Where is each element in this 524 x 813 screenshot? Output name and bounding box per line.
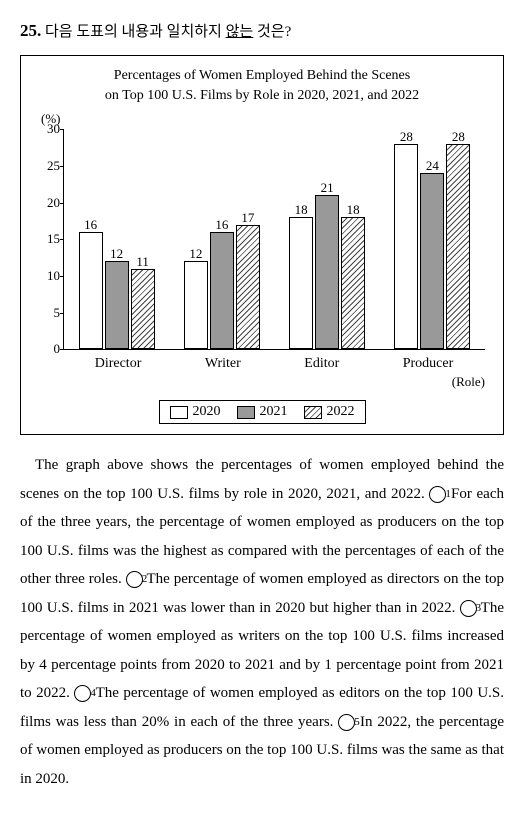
bar: 12 [184, 261, 208, 349]
bar-value-label: 18 [295, 202, 308, 218]
choice-marker: 1 [429, 486, 446, 503]
legend-item-2022: 2022 [304, 404, 355, 420]
y-tick [60, 349, 64, 350]
y-tick-label: 15 [38, 231, 60, 247]
bar: 11 [131, 269, 155, 350]
choice-marker: 3 [460, 600, 477, 617]
prompt-suffix: 것은? [253, 24, 291, 40]
bar-group: 161211 [79, 129, 155, 349]
choice-marker: 2 [126, 571, 143, 588]
y-tick [60, 313, 64, 314]
plot-area: 161211121617182118282428 051015202530 [63, 129, 485, 350]
swatch-2021 [237, 406, 255, 419]
x-category-label: Writer [205, 356, 241, 372]
legend-item-2021: 2021 [237, 404, 288, 420]
bar-value-label: 16 [84, 217, 97, 233]
bar: 18 [341, 217, 365, 349]
question-number: 25. [20, 21, 41, 40]
legend-item-2020: 2020 [170, 404, 221, 420]
bar-value-label: 16 [215, 217, 228, 233]
swatch-2020 [170, 406, 188, 419]
prompt-underline: 않는 [226, 24, 254, 40]
bar-value-label: 12 [189, 246, 202, 262]
chart-title: Percentages of Women Employed Behind the… [35, 66, 489, 105]
choice-marker: 5 [338, 714, 355, 731]
bar-value-label: 18 [347, 202, 360, 218]
bar: 17 [236, 225, 260, 350]
bar: 24 [420, 173, 444, 349]
question-header: 25. 다음 도표의 내용과 일치하지 않는 것은? [20, 20, 504, 41]
bar-groups: 161211121617182118282428 [64, 129, 485, 349]
y-tick [60, 129, 64, 130]
y-axis-unit: (%) [41, 111, 489, 127]
bar-value-label: 17 [241, 210, 254, 226]
y-tick-label: 5 [38, 305, 60, 321]
bar: 18 [289, 217, 313, 349]
chart-title-line2: on Top 100 U.S. Films by Role in 2020, 2… [105, 88, 419, 103]
bar: 16 [79, 232, 103, 349]
bar: 28 [394, 144, 418, 349]
chart-title-line1: Percentages of Women Employed Behind the… [114, 68, 410, 83]
y-tick-label: 25 [38, 158, 60, 174]
passage: The graph above shows the percentages of… [20, 451, 504, 793]
bar-value-label: 24 [426, 158, 439, 174]
legend: 2020 2021 2022 [159, 400, 366, 424]
y-tick [60, 166, 64, 167]
bar-value-label: 12 [110, 246, 123, 262]
y-tick-label: 0 [38, 341, 60, 357]
bar-group: 182118 [289, 129, 365, 349]
choice-marker: 4 [74, 685, 91, 702]
bar: 12 [105, 261, 129, 349]
bar-value-label: 28 [452, 129, 465, 145]
x-categories: Director Writer Editor Producer [63, 350, 485, 372]
swatch-2022 [304, 406, 322, 419]
bar: 21 [315, 195, 339, 349]
bar-group: 282428 [394, 129, 470, 349]
legend-label-2020: 2020 [193, 404, 221, 420]
bar-value-label: 28 [400, 129, 413, 145]
y-tick-label: 10 [38, 268, 60, 284]
chart-container: Percentages of Women Employed Behind the… [20, 55, 504, 435]
y-tick-label: 30 [38, 121, 60, 137]
y-tick [60, 239, 64, 240]
y-tick-label: 20 [38, 195, 60, 211]
x-category-label: Editor [304, 356, 339, 372]
prompt-prefix: 다음 도표의 내용과 일치하지 [45, 24, 226, 40]
bar-group: 121617 [184, 129, 260, 349]
legend-label-2021: 2021 [260, 404, 288, 420]
bar: 28 [446, 144, 470, 349]
bar-value-label: 21 [321, 180, 334, 196]
x-category-label: Producer [403, 356, 454, 372]
y-tick [60, 203, 64, 204]
bar-value-label: 11 [136, 254, 149, 270]
bar: 16 [210, 232, 234, 349]
y-tick [60, 276, 64, 277]
legend-label-2022: 2022 [327, 404, 355, 420]
x-axis-label: (Role) [35, 374, 485, 390]
x-category-label: Director [95, 356, 142, 372]
